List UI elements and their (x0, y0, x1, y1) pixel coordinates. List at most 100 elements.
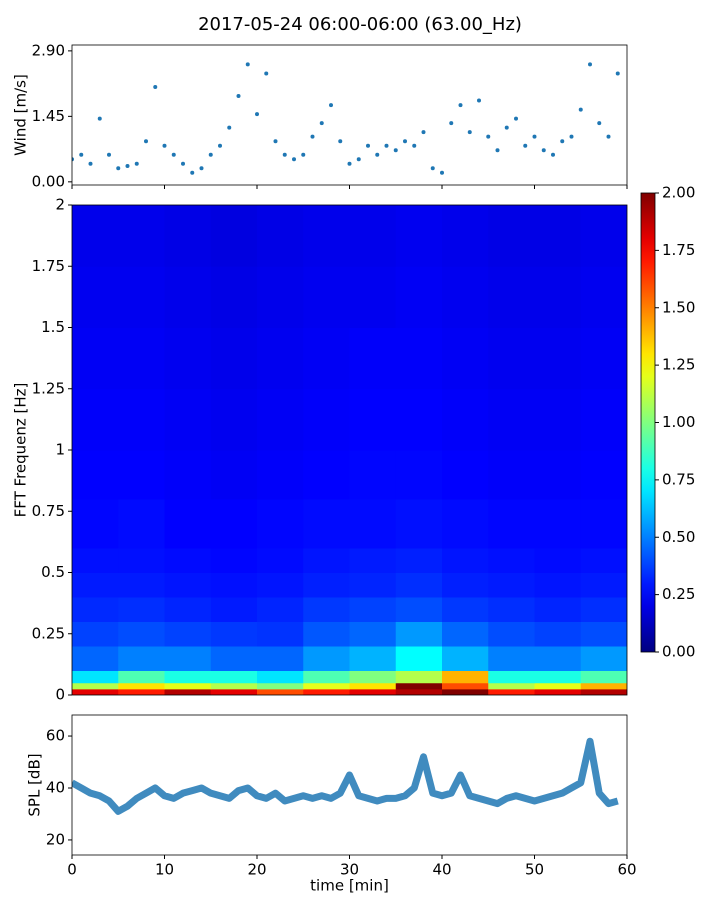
heatmap-cell (349, 621, 397, 647)
heatmap-cell (580, 621, 627, 647)
x-tick-label: 0 (67, 861, 77, 879)
heatmap-cell (303, 688, 350, 695)
wind-point (264, 71, 269, 76)
y-tick-label: 0.00 (32, 172, 65, 190)
y-axis-label: Wind [m/s] (12, 74, 30, 156)
y-tick-label: 0.5 (41, 563, 65, 581)
wind-point (412, 143, 417, 148)
heatmap-cell (534, 682, 582, 690)
heatmap-cell (349, 388, 397, 451)
heatmap-cell (395, 688, 443, 695)
heatmap-cell (580, 597, 627, 622)
heatmap-cell (488, 682, 535, 690)
y-tick-label: 1 (55, 441, 65, 459)
wind-point (292, 157, 296, 162)
heatmap-cell (303, 646, 350, 671)
y-tick-label: 60 (46, 727, 65, 745)
heatmap-cell (395, 682, 443, 690)
heatmap-cell (442, 670, 489, 684)
heatmap-cell (395, 205, 443, 267)
wind-point (88, 161, 93, 166)
heatmap-cell (210, 266, 258, 328)
heatmap-cell (72, 499, 119, 549)
wind-point (338, 139, 343, 144)
heatmap-cell (118, 688, 165, 695)
x-tick-label: 10 (155, 861, 174, 879)
heatmap-cell (72, 388, 119, 451)
wind-point (384, 143, 389, 148)
heatmap-cell (534, 450, 582, 500)
y-tick-label: 0 (55, 686, 65, 704)
heatmap-cell (349, 646, 397, 671)
y-tick-label: 1.25 (32, 379, 65, 397)
wind-point (162, 143, 167, 148)
heatmap-cell (210, 499, 258, 549)
heatmap-cell (118, 266, 165, 328)
wind-point (366, 143, 370, 148)
heatmap-cell (488, 548, 535, 573)
y-tick-label: 2.90 (32, 41, 65, 59)
heatmap-cell (580, 388, 627, 451)
heatmap-cell (349, 327, 397, 390)
wind-point (144, 139, 148, 144)
wind-point (218, 143, 222, 148)
heatmap-cell (210, 548, 258, 573)
wind-point (329, 103, 333, 108)
heatmap-cell (164, 499, 212, 549)
colorbar (640, 192, 656, 653)
heatmap-cell (164, 450, 212, 500)
heatmap-cell (257, 266, 304, 328)
heatmap-cell (303, 670, 350, 684)
heatmap-cell (488, 572, 535, 598)
wind-point (467, 130, 472, 135)
wind-point (615, 71, 620, 76)
heatmap-cell (534, 388, 582, 451)
heatmap-cell (210, 646, 258, 671)
heatmap-cell (534, 646, 582, 671)
heatmap-cell (442, 450, 489, 500)
wind-point (514, 116, 518, 121)
heatmap-cell (257, 682, 304, 690)
heatmap-cell (210, 682, 258, 690)
heatmap-cell (210, 388, 258, 451)
heatmap-cell (580, 205, 627, 267)
wind-point (181, 161, 185, 166)
heatmap-cell (164, 572, 212, 598)
heatmap-cell (442, 327, 489, 390)
wind-point (569, 134, 574, 139)
wind-point (551, 152, 555, 157)
wind-point (495, 148, 500, 153)
heatmap-cell (488, 670, 535, 684)
heatmap-cell (442, 682, 489, 690)
heatmap-cell (395, 646, 443, 671)
heatmap-cell (395, 499, 443, 549)
heatmap-cell (257, 205, 304, 267)
heatmap-cell (488, 205, 535, 267)
wind-point (190, 170, 195, 175)
heatmap-cell (257, 388, 304, 451)
heatmap-cell (164, 388, 212, 451)
wind-point (560, 139, 565, 144)
colorbar-tick-label: 2.00 (662, 184, 695, 202)
heatmap-cell (534, 670, 582, 684)
x-tick-label: 30 (340, 861, 359, 879)
heatmap-cell (72, 205, 119, 267)
heatmap-cell (580, 572, 627, 598)
heatmap-cell (164, 327, 212, 390)
heatmap-cell (580, 450, 627, 500)
spl-line (72, 737, 619, 815)
heatmap-cell (257, 450, 304, 500)
heatmap-cell (164, 688, 212, 695)
heatmap-cell (534, 621, 582, 647)
heatmap-cell (72, 266, 119, 328)
heatmap-cell (257, 572, 304, 598)
heatmap-cell (580, 670, 627, 684)
wind-point (541, 148, 546, 153)
heatmap-cell (580, 682, 627, 690)
colorbar-tick-label: 0.75 (662, 470, 695, 488)
heatmap-cell (257, 646, 304, 671)
colorbar-tick-label: 0.25 (662, 585, 695, 603)
colorbar-tick-label: 1.50 (662, 298, 695, 316)
wind-point (532, 134, 537, 139)
heatmap-cell (349, 266, 397, 328)
